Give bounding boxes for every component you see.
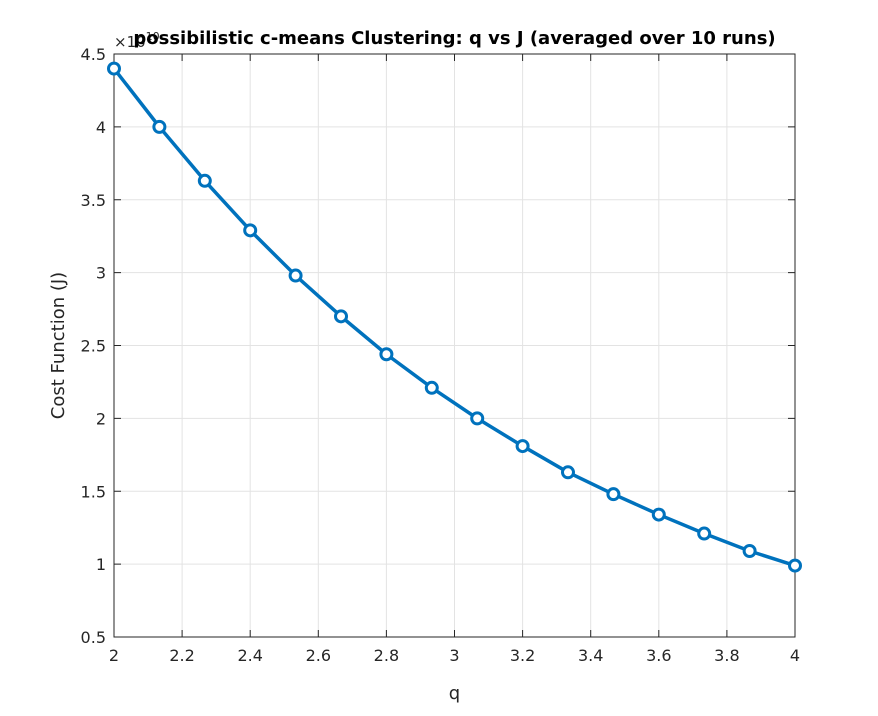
- x-tick-label: 2: [109, 646, 119, 665]
- x-tick-label: 4: [790, 646, 800, 665]
- y-tick-labels: 0.5 1 1.5 2 2.5 3 3.5 4 4.5: [81, 45, 106, 647]
- y-tick-label: 0.5: [81, 628, 106, 647]
- x-tick-label: 3.4: [578, 646, 603, 665]
- y-tick-label: 4: [96, 118, 106, 137]
- data-point-marker: [288, 268, 303, 283]
- axis-ticks: [113, 53, 796, 638]
- data-point-marker: [515, 439, 530, 454]
- data-point-marker: [606, 487, 621, 502]
- data-point-marker: [243, 223, 258, 238]
- y-tick-label: 1: [96, 555, 106, 574]
- y-tick-label: 2.5: [81, 337, 106, 356]
- x-tick-label: 2.8: [374, 646, 399, 665]
- data-point-marker: [424, 380, 439, 395]
- y-tick-label: 1.5: [81, 482, 106, 501]
- y-axis-label: Cost Function (J): [48, 272, 69, 419]
- y-tick-label: 3: [96, 264, 106, 283]
- x-tick-label: 3: [449, 646, 459, 665]
- x-tick-label: 3.6: [646, 646, 671, 665]
- x-tick-label: 2.4: [237, 646, 262, 665]
- data-point-marker: [651, 507, 666, 522]
- y-tick-label: 4.5: [81, 45, 106, 64]
- data-point-marker: [107, 61, 121, 76]
- x-tick-label: 3.2: [510, 646, 535, 665]
- data-point-marker: [560, 465, 575, 480]
- data-point-marker: [152, 119, 167, 134]
- x-tick-label: 3.8: [714, 646, 739, 665]
- data-point-marker: [788, 558, 802, 573]
- y-tick-label: 2: [96, 409, 106, 428]
- y-exponent-label: ×1010: [114, 30, 160, 51]
- x-tick-labels: 2 2.2 2.4 2.6 2.8 3 3.2 3.4 3.6 3.8 4: [109, 646, 800, 665]
- data-point-marker: [379, 347, 394, 362]
- y-tick-label: 3.5: [81, 191, 106, 210]
- chart-title: possibilistic c-means Clustering: q vs J…: [133, 28, 775, 49]
- data-point-marker: [197, 173, 212, 188]
- data-point-marker: [697, 526, 712, 541]
- series-layer: [107, 61, 802, 573]
- data-point-marker: [742, 544, 757, 559]
- series-line: [112, 66, 797, 568]
- data-point-marker: [470, 411, 485, 426]
- data-point-marker: [334, 309, 349, 324]
- x-axis-label: q: [449, 683, 460, 704]
- x-tick-label: 2.2: [169, 646, 194, 665]
- x-tick-label: 2.6: [306, 646, 331, 665]
